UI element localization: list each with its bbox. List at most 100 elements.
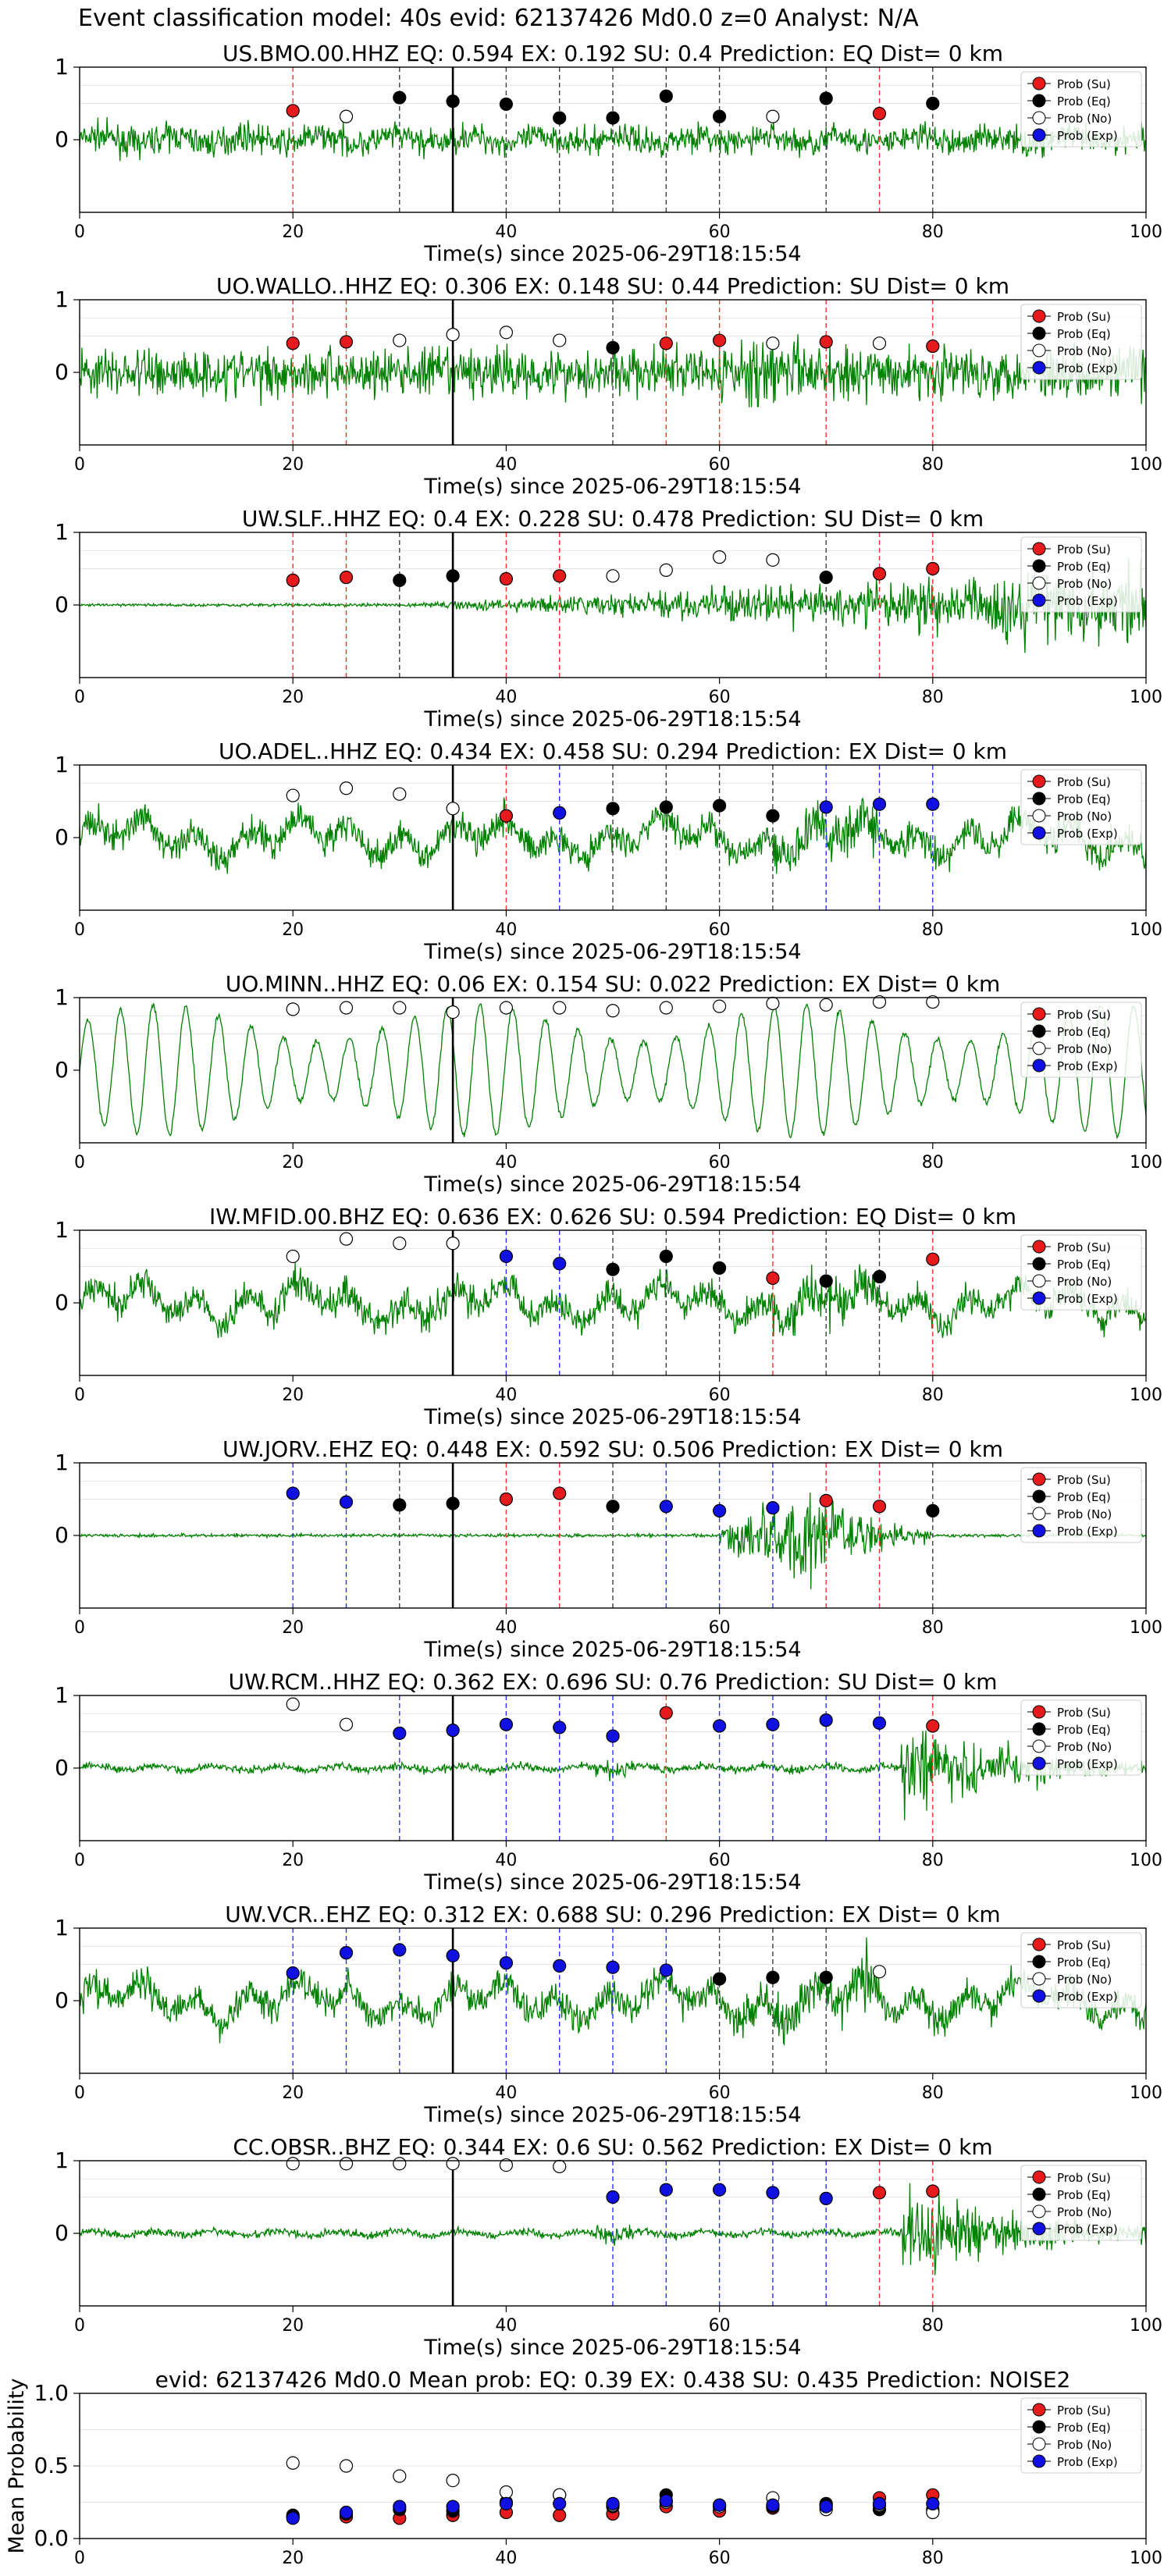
prob-marker-5-7 <box>659 1249 673 1264</box>
x-tick-label-9-2: 40 <box>495 2316 517 2336</box>
prob-marker-1-2 <box>393 333 407 347</box>
waveform-panel-3: UO.ADEL..HHZ EQ: 0.434 EX: 0.458 SU: 0.2… <box>55 738 1162 964</box>
waveform-panel-0: US.BMO.00.HHZ EQ: 0.594 EX: 0.192 SU: 0.… <box>55 41 1162 266</box>
waveform-panel-5: IW.MFID.00.BHZ EQ: 0.636 EX: 0.626 SU: 0… <box>55 1204 1162 1429</box>
legend-box <box>1020 2397 1142 2474</box>
prob-marker-3-10 <box>819 800 833 814</box>
prob-marker-3-2 <box>393 787 407 801</box>
prob-marker-2-9 <box>766 553 780 567</box>
x-tick-label-6-0: 0 <box>74 1618 85 1638</box>
prob-marker-1-10 <box>819 335 833 349</box>
prob-marker-9-2 <box>393 2157 407 2171</box>
legend-marker-no <box>1032 1507 1046 1521</box>
prob-marker-3-0 <box>286 788 300 802</box>
x-tick-label-2-3: 60 <box>709 688 731 707</box>
mean-marker-exp-3 <box>446 2500 460 2514</box>
prob-marker-1-6 <box>606 340 620 354</box>
mean-y-tick-label-1: 0.5 <box>34 2453 69 2478</box>
x-tick-label-4-5: 100 <box>1130 1153 1162 1172</box>
x-tick-label-7-0: 0 <box>74 1851 85 1870</box>
prob-marker-0-12 <box>926 96 940 111</box>
y-tick-label-8-1: 0 <box>55 1987 69 2013</box>
legend-label-su: Prob (Su) <box>1057 2403 1111 2418</box>
legend-label-eq: Prob (Eq) <box>1057 327 1111 341</box>
panel-title-8: UW.VCR..EHZ EQ: 0.312 EX: 0.688 SU: 0.29… <box>225 1902 1000 1927</box>
prob-marker-8-8 <box>712 1972 727 1986</box>
x-tick-label-0-1: 20 <box>282 222 304 242</box>
prob-marker-9-4 <box>499 2158 514 2172</box>
mean-marker-exp-4 <box>499 2496 514 2510</box>
x-tick-label-mean-5: 100 <box>1130 2549 1162 2568</box>
legend-label-eq: Prob (Eq) <box>1057 560 1111 574</box>
mean-y-axis-label: Mean Probability <box>5 2379 29 2554</box>
prob-marker-6-0 <box>286 1486 300 1500</box>
prob-marker-6-8 <box>712 1503 727 1517</box>
waveform-trace-0 <box>79 117 1147 162</box>
x-tick-label-2-5: 100 <box>1130 688 1162 707</box>
prob-marker-4-10 <box>819 998 833 1012</box>
y-tick-label-7-0: 1 <box>55 1682 69 1708</box>
legend-label-no: Prob (No) <box>1057 809 1112 824</box>
legend-marker-eq <box>1032 326 1046 340</box>
mean-marker-no-4 <box>499 2485 514 2500</box>
legend-marker-exp <box>1032 1756 1046 1770</box>
legend-marker-no <box>1032 1274 1046 1288</box>
x-tick-label-7-4: 80 <box>922 1851 944 1870</box>
x-axis-label-1: Time(s) since 2025-06-29T18:15:54 <box>423 475 801 499</box>
prob-marker-2-0 <box>286 573 300 587</box>
legend-label-exp: Prob (Exp) <box>1057 361 1118 375</box>
y-tick-label-3-0: 1 <box>55 752 69 777</box>
legend-marker-eq <box>1032 559 1046 573</box>
x-tick-label-6-3: 60 <box>709 1618 731 1638</box>
waveform-panel-4: UO.MINN..HHZ EQ: 0.06 EX: 0.154 SU: 0.02… <box>55 971 1162 1197</box>
prob-marker-6-12 <box>926 1503 940 1517</box>
prob-marker-9-8 <box>712 2183 727 2197</box>
panel-title-0: US.BMO.00.HHZ EQ: 0.594 EX: 0.192 SU: 0.… <box>222 41 1003 66</box>
prob-marker-3-9 <box>766 809 780 823</box>
prob-marker-2-3 <box>446 569 460 583</box>
legend-4: Prob (Su) Prob (Eq) Prob (No) Prob (Exp) <box>1020 1002 1142 1078</box>
x-tick-label-2-4: 80 <box>922 688 944 707</box>
x-tick-label-8-4: 80 <box>922 2083 944 2103</box>
prob-marker-8-0 <box>286 1966 300 1980</box>
legend-3: Prob (Su) Prob (Eq) Prob (No) Prob (Exp) <box>1020 769 1142 845</box>
prob-marker-0-8 <box>712 109 727 123</box>
legend-0: Prob (Su) Prob (Eq) Prob (No) Prob (Exp) <box>1020 71 1142 148</box>
prob-marker-2-6 <box>606 569 620 583</box>
mean-marker-exp-10 <box>819 2500 833 2514</box>
prob-marker-0-2 <box>393 91 407 105</box>
x-tick-label-4-4: 80 <box>922 1153 944 1172</box>
legend-label-eq: Prob (Eq) <box>1057 1258 1111 1272</box>
legend-label-su: Prob (Su) <box>1057 1240 1111 1254</box>
legend-marker-su <box>1032 542 1046 556</box>
prob-marker-7-7 <box>659 1706 673 1720</box>
prob-marker-9-9 <box>766 2186 780 2200</box>
legend-box <box>1020 769 1142 845</box>
y-tick-label-2-0: 1 <box>55 519 69 545</box>
prob-marker-9-11 <box>872 2186 887 2200</box>
legend-marker-no <box>1032 1739 1046 1753</box>
legend-2: Prob (Su) Prob (Eq) Prob (No) Prob (Exp) <box>1020 536 1142 613</box>
prob-marker-7-10 <box>819 1713 833 1727</box>
legend-marker-eq <box>1032 1955 1046 1969</box>
prob-marker-7-11 <box>872 1716 887 1730</box>
prob-marker-5-12 <box>926 1252 940 1266</box>
legend-label-exp: Prob (Exp) <box>1057 594 1118 608</box>
legend-box <box>1020 304 1142 380</box>
x-tick-label-7-1: 20 <box>282 1851 304 1870</box>
legend-label-exp: Prob (Exp) <box>1057 2222 1118 2236</box>
mean-panel-title: evid: 62137426 Md0.0 Mean prob: EQ: 0.39… <box>155 2367 1071 2393</box>
prob-marker-6-4 <box>499 1492 514 1507</box>
prob-marker-5-2 <box>393 1236 407 1251</box>
y-tick-label-7-1: 0 <box>55 1755 69 1781</box>
prob-marker-9-0 <box>286 2157 300 2171</box>
prob-marker-3-1 <box>339 781 354 795</box>
prob-marker-2-4 <box>499 571 514 586</box>
x-tick-label-5-2: 40 <box>495 1386 517 1405</box>
legend-marker-eq <box>1032 1257 1046 1271</box>
legend-label-exp: Prob (Exp) <box>1057 1059 1118 1073</box>
prob-marker-6-6 <box>606 1500 620 1514</box>
panel-title-6: UW.JORV..EHZ EQ: 0.448 EX: 0.592 SU: 0.5… <box>222 1436 1003 1462</box>
legend-label-no: Prob (No) <box>1057 1740 1112 1754</box>
prob-marker-8-3 <box>446 1948 460 1962</box>
